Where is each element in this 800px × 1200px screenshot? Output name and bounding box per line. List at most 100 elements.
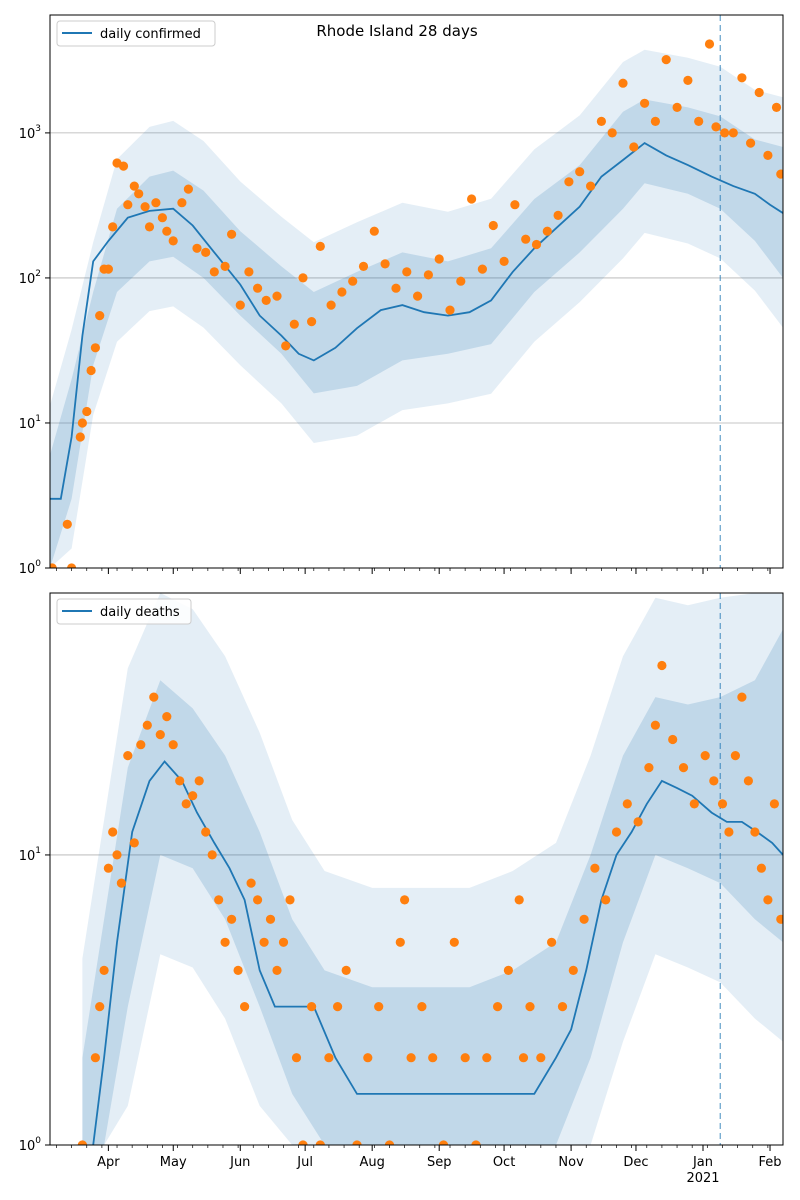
deaths-observed-point [116,878,126,888]
deaths-observed-point [395,937,405,947]
deaths-observed-point [285,895,295,905]
confirmed-observed-point [227,229,237,239]
deaths-observed-point [590,863,600,873]
deaths-observed-point [227,914,237,924]
deaths-observed-point [493,1002,503,1012]
confirmed-observed-point [413,291,423,301]
confirmed-observed-point [103,264,113,274]
deaths-observed-point [633,817,643,827]
deaths-observed-point [743,776,754,786]
deaths-observed-point [737,692,747,702]
deaths-observed-point [315,1140,325,1145]
deaths-clipped-marks [50,593,783,1145]
deaths-observed-point [717,799,728,809]
confirmed-observed-point [108,222,118,232]
confirmed-observed-point [711,122,721,132]
deaths-observed-point [471,1140,481,1145]
confirmed-observed-point [746,138,756,148]
confirmed-series-line [50,142,783,500]
deaths-observed-point [547,937,557,947]
confirmed-observed-point [380,259,390,269]
deaths-x-tick-label: Jun [229,1155,250,1170]
deaths-observed-point [155,730,165,740]
confirmed-observed-point [575,167,585,177]
deaths-observed-point [689,799,699,809]
deaths-outer-band [82,593,783,1145]
deaths-observed-point [265,914,276,924]
confirmed-observed-point [704,39,715,49]
deaths-observed-point [750,827,760,837]
confirmed-x-ticks [56,568,771,574]
deaths-plot-area [50,593,783,1145]
confirmed-observed-point [253,283,263,293]
deaths-observed-point [162,712,172,722]
confirmed-observed-point [162,226,172,236]
confirmed-observed-point [192,243,202,253]
deaths-observed-point [214,895,224,905]
deaths-observed-point [460,1053,470,1063]
deaths-observed-point [384,1140,395,1145]
confirmed-observed-point [281,341,291,351]
deaths-observed-point [108,827,118,837]
deaths-observed-point [482,1053,492,1063]
deaths-x-tick-label: May [160,1155,187,1170]
deaths-observed-point [678,763,689,773]
confirmed-observed-point [90,343,100,353]
deaths-observed-point [428,1053,438,1063]
deaths-observed-point [352,1140,362,1145]
confirmed-plot-area [50,15,783,568]
confirmed-observed-point [140,202,150,212]
confirmed-observed-point [402,267,412,277]
confirmed-observed-point [67,563,77,568]
deaths-x-tick-label: Oct [493,1155,515,1170]
deaths-y-ticks: 100 101 [19,846,50,1154]
confirmed-observed-point [488,220,498,231]
deaths-observed-point [650,720,661,730]
deaths-observed-point [207,850,217,860]
confirmed-y-tick-label: 103 [19,124,41,142]
confirmed-observed-point [220,261,230,271]
confirmed-observed-point [650,116,661,126]
confirmed-observed-point [315,241,325,251]
deaths-observed-point [611,827,622,837]
deaths-observed-point [601,895,611,905]
confirmed-observed-point [82,406,92,417]
confirmed-observed-point [272,291,282,301]
confirmed-observed-point [201,247,211,257]
confirmed-y-ticks: 100 101 102 103 [19,124,50,577]
confirmed-observed-point [129,181,139,191]
deaths-observed-point [449,937,459,947]
deaths-x-tick-label: Feb [759,1155,782,1170]
confirmed-observed-point [423,270,433,280]
confirmed-observed-point [661,55,671,65]
deaths-y-tick-label: 101 [19,846,41,864]
deaths-observed-point [724,827,734,837]
confirmed-observed-point [62,519,72,529]
deaths-observed-point [657,660,667,671]
confirmed-observed-point [531,239,542,250]
confirmed-observed-point [75,432,85,442]
deaths-x-tick-label: Sep [427,1155,452,1170]
deaths-observed-point [644,763,654,773]
confirmed-observed-point [391,283,401,293]
confirmed-observed-point [123,200,133,210]
confirmed-observed-point [596,116,607,126]
confirmed-observed-point [683,75,693,85]
confirmed-observed-point [720,128,730,138]
deaths-observed-point [417,1002,427,1012]
deaths-observed-point [77,1140,87,1145]
deaths-observed-point [168,740,178,750]
confirmed-observed-point [728,128,738,138]
confirmed-observed-point [629,142,639,152]
confirmed-observed-point [358,261,369,271]
confirmed-observed-point [564,177,574,187]
confirmed-legend-box [56,20,216,47]
deaths-observed-point [557,1002,568,1012]
confirmed-observed-point [672,102,682,112]
deaths-observed-point [709,776,719,786]
deaths-x-tick-label: Jan [692,1155,713,1170]
confirmed-observed-point [763,150,773,160]
deaths-observed-point [324,1053,334,1063]
deaths-observed-point [149,692,159,702]
confirmed-observed-point [434,254,444,264]
